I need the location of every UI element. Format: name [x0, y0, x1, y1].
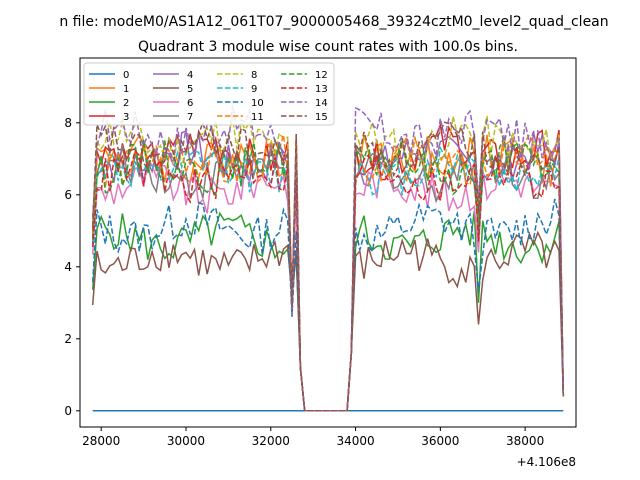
- legend-label-1: 1: [123, 84, 129, 95]
- legend-label-6: 6: [187, 98, 193, 109]
- x-axis: 28000 30000 32000 34000 36000 38000: [82, 427, 544, 448]
- chart-title: Quadrant 3 module wise count rates with …: [138, 39, 518, 55]
- legend-label-3: 3: [123, 112, 129, 123]
- legend-label-12: 12: [315, 70, 328, 81]
- y-tick-label: 2: [64, 332, 72, 346]
- chart-suptitle: n file: modeM0/AS1A12_061T07_9000005468_…: [59, 14, 608, 30]
- legend-box: [83, 62, 335, 126]
- legend-label-4: 4: [187, 70, 193, 81]
- x-tick-label: 32000: [252, 434, 290, 448]
- legend-label-9: 9: [251, 84, 257, 95]
- series-line-15: [91, 120, 565, 412]
- y-tick-label: 8: [64, 116, 72, 130]
- legend-label-2: 2: [123, 98, 129, 109]
- y-tick-label: 0: [64, 404, 72, 418]
- legend-label-15: 15: [315, 112, 328, 123]
- y-tick-label: 6: [64, 188, 72, 202]
- series-line-10: [91, 198, 565, 412]
- y-tick-label: 4: [64, 260, 72, 274]
- legend-label-13: 13: [315, 84, 328, 95]
- y-axis: 0 2 4 6 8: [64, 116, 80, 418]
- x-tick-label: 30000: [167, 434, 205, 448]
- legend-label-14: 14: [315, 98, 328, 109]
- legend-label-8: 8: [251, 70, 257, 81]
- x-tick-label: 38000: [506, 434, 544, 448]
- legend-label-5: 5: [187, 84, 193, 95]
- x-tick-label: 28000: [82, 434, 120, 448]
- series-line-13: [91, 149, 565, 412]
- legend-label-11: 11: [251, 112, 264, 123]
- axes-frame: [79, 57, 577, 428]
- x-tick-label: 34000: [336, 434, 374, 448]
- legend-label-7: 7: [187, 112, 193, 123]
- legend-label-10: 10: [251, 98, 264, 109]
- x-tick-label: 36000: [421, 434, 459, 448]
- x-offset-label: +4.106e8: [517, 455, 576, 469]
- legend-label-0: 0: [123, 70, 129, 81]
- plot-area: [91, 104, 565, 412]
